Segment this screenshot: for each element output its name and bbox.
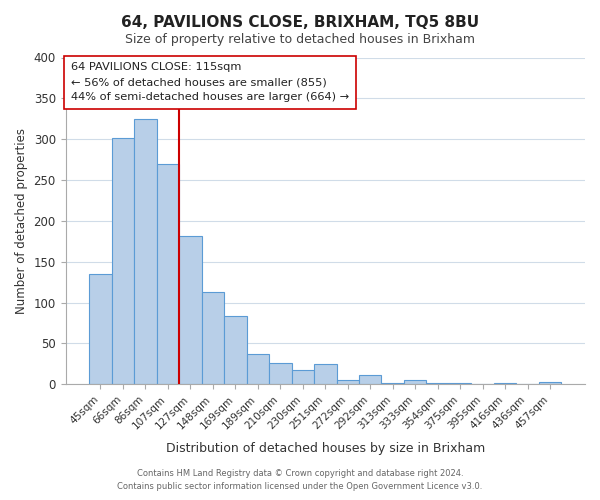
Bar [202, 292, 224, 384]
Text: 64, PAVILIONS CLOSE, BRIXHAM, TQ5 8BU: 64, PAVILIONS CLOSE, BRIXHAM, TQ5 8BU [121, 15, 479, 30]
Bar [269, 363, 292, 384]
Bar [112, 138, 134, 384]
Bar [539, 382, 562, 384]
Bar [247, 354, 269, 384]
Bar [404, 380, 427, 384]
Text: Size of property relative to detached houses in Brixham: Size of property relative to detached ho… [125, 32, 475, 46]
Bar [224, 316, 247, 384]
Bar [157, 164, 179, 384]
Bar [314, 364, 337, 384]
Bar [292, 370, 314, 384]
Bar [179, 236, 202, 384]
Text: 64 PAVILIONS CLOSE: 115sqm
← 56% of detached houses are smaller (855)
44% of sem: 64 PAVILIONS CLOSE: 115sqm ← 56% of deta… [71, 62, 349, 102]
Bar [359, 376, 382, 384]
Bar [89, 274, 112, 384]
Bar [134, 119, 157, 384]
Bar [337, 380, 359, 384]
Text: Contains HM Land Registry data © Crown copyright and database right 2024.
Contai: Contains HM Land Registry data © Crown c… [118, 470, 482, 491]
Y-axis label: Number of detached properties: Number of detached properties [15, 128, 28, 314]
X-axis label: Distribution of detached houses by size in Brixham: Distribution of detached houses by size … [166, 442, 485, 455]
